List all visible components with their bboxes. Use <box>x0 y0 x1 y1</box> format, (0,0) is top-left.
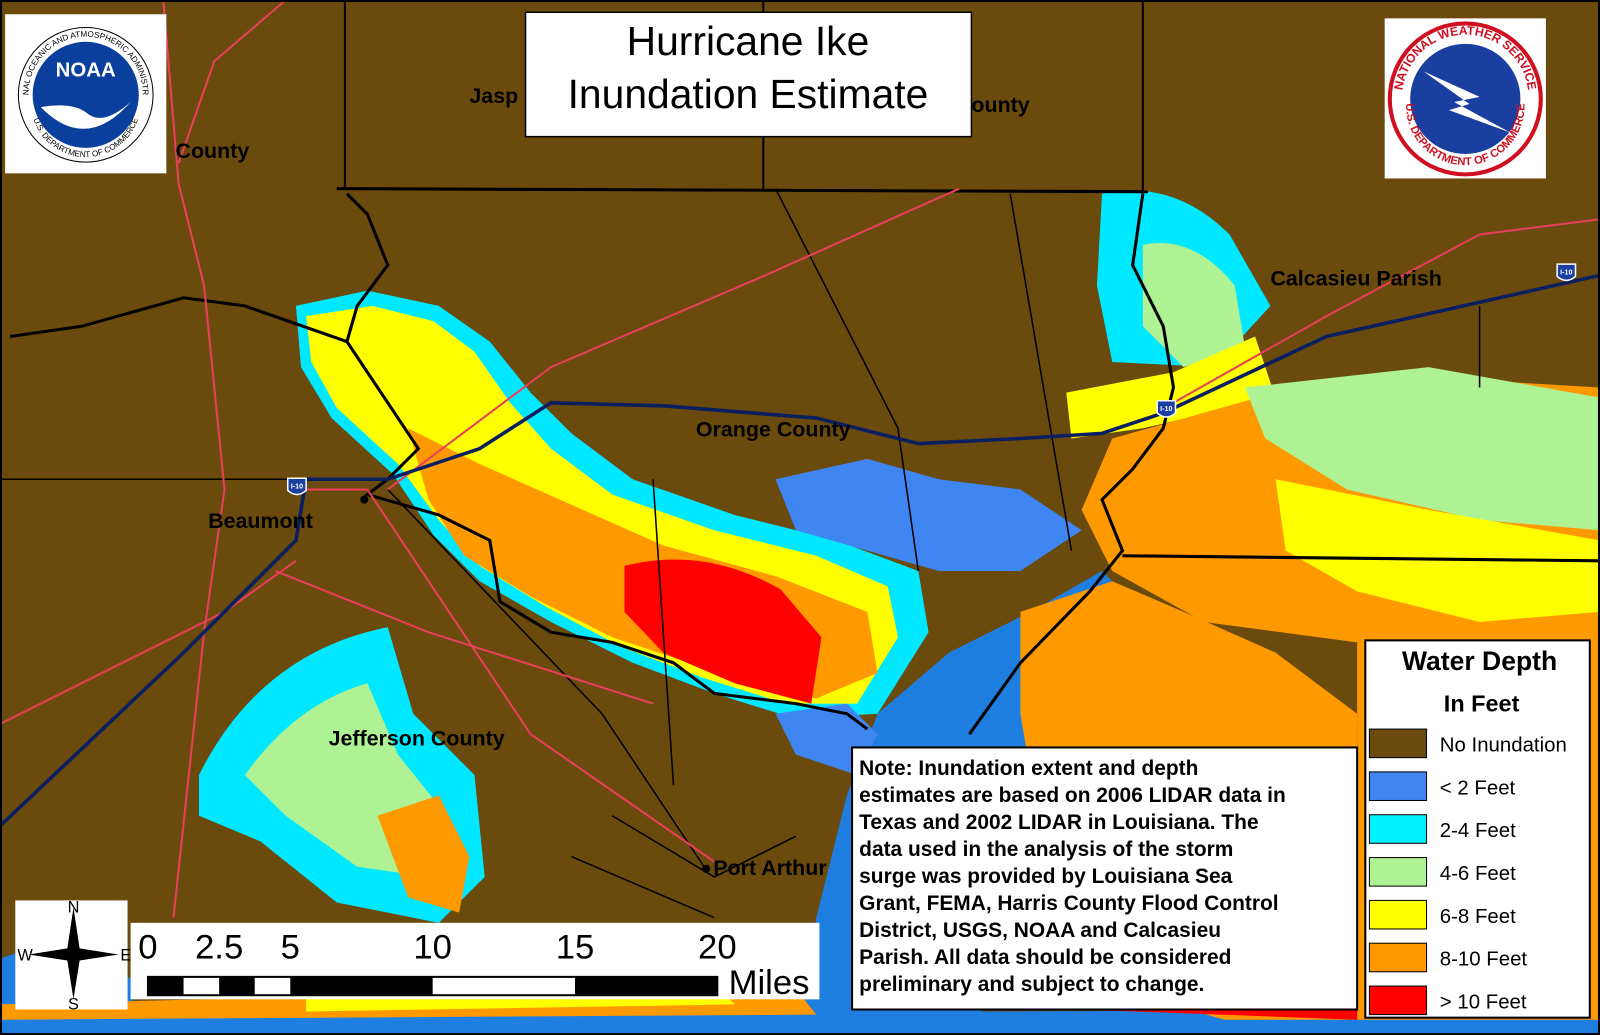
city-dot <box>702 864 711 873</box>
flood-4-6-north <box>1142 243 1245 368</box>
note-line: data used in the analysis of the storm <box>859 838 1233 861</box>
nws-bolt <box>1423 71 1511 133</box>
note-line: District, USGS, NOAA and Calcasieu <box>859 919 1221 942</box>
legend-label: > 10 Feet <box>1440 991 1527 1013</box>
road <box>177 0 287 164</box>
roads <box>0 0 1600 918</box>
legend-label: 4-6 Feet <box>1440 863 1516 885</box>
place-label: Calcasieu Parish <box>1270 267 1441 291</box>
title-line: Hurricane Ike <box>627 18 870 64</box>
state-boundary <box>345 340 869 731</box>
scale-segment <box>147 976 184 996</box>
title-box <box>524 11 973 138</box>
legend-label: 6-8 Feet <box>1440 906 1516 928</box>
note-line: Parish. All data should be considered <box>859 946 1231 969</box>
legend-swatch <box>1368 728 1428 759</box>
title-line: Inundation Estimate <box>568 71 929 117</box>
flood-under-2 <box>775 458 1082 572</box>
scale-unit: Miles <box>729 964 810 1002</box>
minor-lines <box>0 188 1481 919</box>
note-line: Note: Inundation extent and depth <box>859 757 1198 780</box>
road <box>162 0 226 918</box>
place-label: Jefferson County <box>329 726 505 750</box>
place-label: County <box>176 139 250 163</box>
note-line: Texas and 2002 LIDAR in Louisiana. The <box>859 811 1258 834</box>
road <box>387 187 960 491</box>
scale-segment <box>290 976 433 996</box>
note-line: estimates are based on 2006 LIDAR data i… <box>859 784 1286 807</box>
note-line: preliminary and subject to change. <box>859 973 1204 996</box>
legend-subtitle: In Feet <box>1444 691 1520 717</box>
shield <box>286 477 307 496</box>
place-label: ounty <box>971 93 1029 117</box>
legend-label: < 2 Feet <box>1440 777 1516 799</box>
scale-tick-label: 15 <box>556 929 595 967</box>
scale-segment <box>219 976 255 996</box>
compass-rose <box>28 907 119 1000</box>
noaa-bird <box>40 101 131 129</box>
legend-label: No Inundation <box>1440 735 1567 757</box>
place-label: Jasp <box>469 84 518 108</box>
place-label: Port Arthur <box>713 856 826 880</box>
compass-w: W <box>17 947 33 965</box>
note: Note: Inundation extent and depth estimat… <box>859 757 1286 996</box>
scale-tick-label: 5 <box>281 929 300 967</box>
noaa-emblem-text: NOAA <box>56 59 116 81</box>
flood-4-6-east <box>1244 367 1600 531</box>
shield <box>1556 263 1577 282</box>
shield <box>1156 399 1177 418</box>
shield-label: I-10 <box>291 482 303 490</box>
scale-segment <box>575 976 718 996</box>
road <box>275 570 654 705</box>
scale-tick-label: 20 <box>698 929 737 967</box>
scale-tick-label: 2.5 <box>195 929 243 967</box>
legend-label: 8-10 Feet <box>1440 949 1528 971</box>
compass-n: N <box>68 899 80 917</box>
scale-tick-label: 0 <box>138 929 157 967</box>
compass-e: E <box>120 947 131 965</box>
flood-over-10 <box>624 559 822 704</box>
legend-title: Water Depth <box>1402 646 1557 676</box>
place-label: Beaumont <box>208 509 313 533</box>
city-dot <box>360 495 369 504</box>
compass-s: S <box>68 996 79 1014</box>
state-boundary <box>968 193 1176 736</box>
flood-6-8-east <box>1275 479 1600 623</box>
interstate-10 <box>0 273 1600 828</box>
place-label: Orange County <box>696 417 851 441</box>
place-labels: Jasp ounty County Calcasieu Parish Orange Co… <box>176 84 1442 880</box>
highway-shields: I-10 I-10 I-10 <box>286 263 1577 496</box>
road <box>1172 218 1600 404</box>
note-line: Grant, FEMA, Harris County Flood Control <box>859 892 1278 915</box>
flood-8-10-jefferson <box>377 795 470 913</box>
legend-swatch <box>1368 771 1428 801</box>
note-box <box>851 746 1359 1011</box>
road <box>295 488 715 863</box>
scale-tick-label: 10 <box>413 929 452 967</box>
shield-label: I-10 <box>1160 405 1172 413</box>
legend-items: No Inundation < 2 Feet 2-4 Feet 4-6 Feet 6-8… <box>1368 728 1567 1016</box>
legend-swatch <box>1368 985 1428 1016</box>
legend-swatch <box>1368 814 1428 844</box>
legend-swatch <box>1368 899 1428 930</box>
boundary-line <box>0 188 1481 919</box>
shield-label: I-10 <box>1560 268 1572 276</box>
noaa-emblem <box>32 41 139 148</box>
scale-bar: 0 2.5 5 10 15 20 <box>138 929 737 997</box>
legend-swatch <box>1368 942 1428 973</box>
flood-6-8-north <box>1066 336 1276 439</box>
county-line <box>1122 554 1600 563</box>
county-lines <box>9 0 1600 736</box>
county-line <box>336 187 1148 194</box>
note-line: surge was provided by Louisiana Sea <box>859 865 1232 888</box>
legend-label: 2-4 Feet <box>1440 820 1516 842</box>
interstates <box>0 273 1600 828</box>
legend-swatch <box>1368 857 1428 887</box>
